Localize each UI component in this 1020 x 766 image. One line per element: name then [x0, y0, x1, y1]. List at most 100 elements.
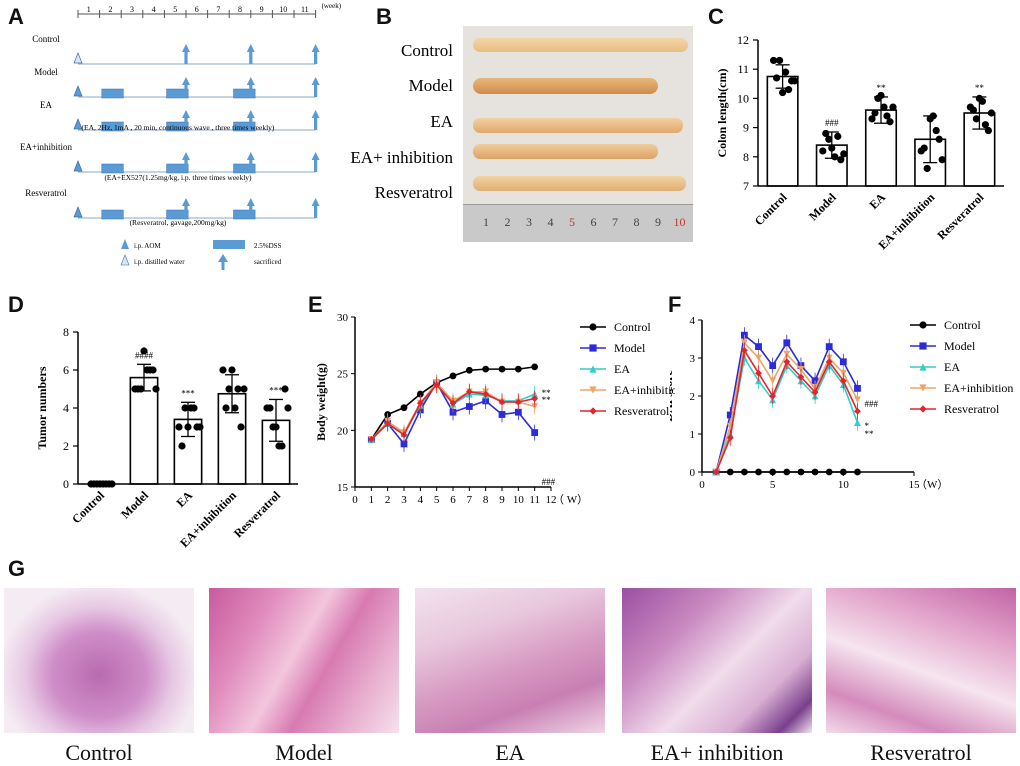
x-tick-label: 6: [450, 494, 456, 505]
series-point: [589, 407, 597, 415]
x-tick-label: 11: [529, 494, 540, 505]
series-point: [400, 404, 408, 412]
y-tick-label: 6: [63, 363, 69, 377]
y-axis-label: Colon length(cm): [715, 69, 729, 158]
y-tick-label: 11: [737, 62, 749, 76]
series-point: [589, 344, 597, 352]
y-tick-label: 4: [63, 401, 69, 415]
data-point: [196, 423, 204, 431]
sacrifice-arrow-icon: [311, 44, 320, 64]
y-axis-label: DAI score: [670, 370, 675, 422]
data-point: [935, 135, 943, 143]
data-point: [819, 147, 827, 155]
dss-legend-icon: [213, 240, 245, 249]
significance-mark: **: [975, 83, 985, 93]
timeline-row-label: EA+inhibition: [20, 142, 73, 152]
data-point: [181, 404, 189, 412]
data-point: [776, 56, 784, 65]
dss-block: [166, 121, 189, 132]
series-point: [854, 468, 861, 476]
dss-block: [166, 88, 189, 99]
week-label: (week): [322, 2, 342, 10]
series-point: [433, 381, 441, 389]
data-point: [837, 156, 845, 164]
series-point: [465, 366, 473, 374]
series-point: [825, 468, 833, 476]
panel-c-colon-length-chart: 7 8 9 10 11 12 Colon length(cm) Control ### Model…: [715, 33, 1004, 252]
panel-letter-e: E: [308, 292, 323, 317]
histology-control: [4, 588, 194, 733]
significance-mark: ***: [181, 388, 195, 398]
data-point: [237, 423, 245, 431]
data-point: [975, 94, 983, 102]
dss-block: [101, 88, 124, 99]
data-point: [284, 404, 292, 412]
caption-ea: EA: [495, 740, 525, 765]
ruler-number: 4: [548, 215, 554, 229]
x-unit-label: （W）: [916, 478, 948, 491]
data-point: [108, 480, 116, 488]
data-point: [770, 56, 778, 65]
series-point: [919, 384, 927, 392]
series-point: [839, 468, 847, 476]
data-point: [834, 132, 842, 140]
series-point: [854, 407, 861, 415]
series-point: [811, 388, 819, 396]
data-point: [146, 366, 154, 374]
data-point: [883, 112, 891, 120]
week-number: 10: [279, 5, 287, 14]
week-number: 3: [130, 5, 134, 14]
data-point: [90, 480, 98, 488]
timeline-row-label: Resveratrol: [25, 188, 67, 198]
series-point: [367, 436, 375, 443]
x-tick-label: 0: [352, 494, 358, 505]
legend-label: EA+inhibition: [614, 383, 675, 397]
x-tick-label: 10: [513, 494, 525, 505]
data-point: [969, 106, 977, 114]
ruler-number: 9: [655, 215, 661, 229]
x-tick-label: 4: [418, 494, 424, 505]
caption-resveratrol: Resveratrol: [870, 740, 972, 765]
week-number: 1: [87, 5, 91, 14]
data-point: [779, 88, 787, 97]
series-point: [783, 468, 791, 476]
y-tick-label: 8: [63, 325, 69, 339]
series-point: [919, 363, 927, 371]
data-point: [184, 423, 192, 431]
ruler-number: 10: [674, 215, 686, 229]
data-point: [240, 385, 248, 393]
data-point: [868, 115, 876, 123]
dss-block: [101, 121, 124, 132]
x-tick-label: 7: [467, 494, 473, 505]
dss-block: [166, 163, 189, 174]
y-axis-label: Tumor numbers: [35, 366, 49, 449]
y-tick-label: 10: [737, 91, 749, 105]
ruler-number: 7: [612, 215, 618, 229]
legend-label: Model: [944, 339, 976, 353]
series-point: [854, 385, 861, 392]
sacrifice-arrow-icon: [246, 152, 255, 172]
y-tick-label: 0: [690, 467, 696, 479]
panel-letter-f: F: [668, 292, 682, 317]
series-point: [797, 468, 805, 476]
dss-block: [233, 88, 256, 99]
week-number: 8: [238, 5, 242, 14]
data-point: [231, 404, 239, 412]
sacrifice-arrow-icon: [182, 44, 190, 64]
x-tick-label: Control: [752, 190, 790, 228]
treatment-note: (EA, 2Hz, 1mA , 20 min, continuous wave …: [82, 123, 275, 132]
week-number: 7: [216, 5, 220, 14]
data-point: [932, 126, 940, 135]
aom-triangle-icon: [73, 85, 83, 97]
data-point: [190, 404, 198, 412]
series-point: [384, 420, 392, 427]
legend-aom: i.p. AOM: [134, 242, 161, 250]
legend-label: EA+inhibition: [944, 381, 1013, 395]
data-point: [871, 109, 879, 117]
y-tick-label: 3: [690, 353, 696, 365]
data-point: [923, 164, 931, 173]
data-point: [984, 126, 992, 135]
sacrifice-arrow-icon: [182, 198, 190, 218]
y-tick-label: 12: [737, 33, 749, 47]
panel-b-colon-photo: [463, 26, 693, 242]
